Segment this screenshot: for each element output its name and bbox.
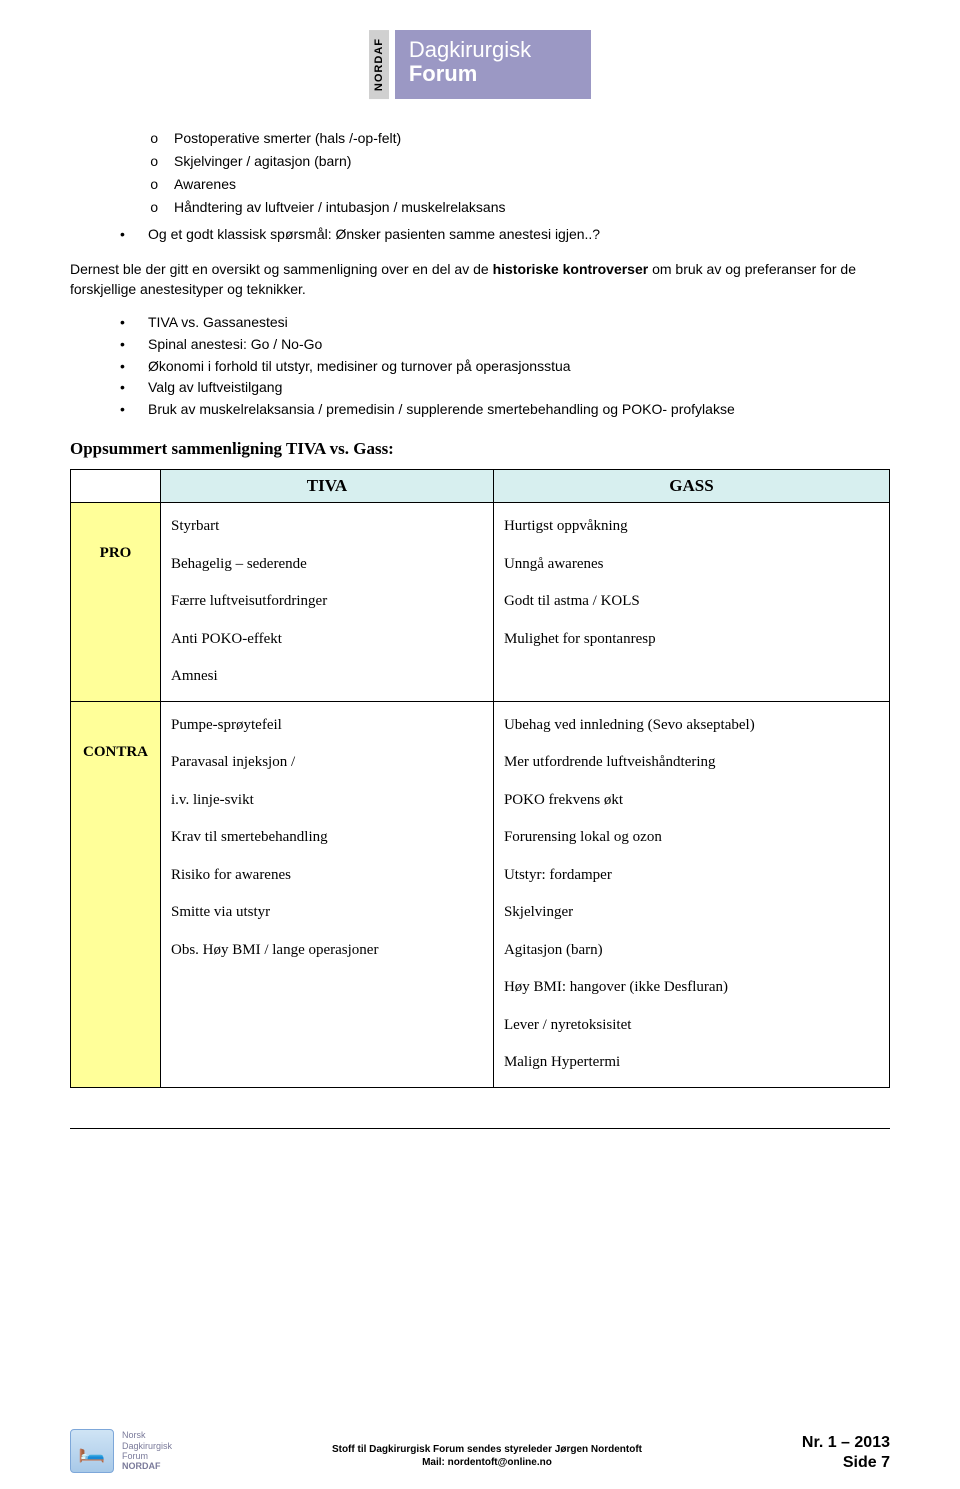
cell-text: Anti POKO-effekt [171, 630, 483, 650]
cell-text: i.v. linje-svikt [171, 791, 483, 811]
footer-page: Side 7 [802, 1453, 890, 1473]
list-item: Valg av luftveistilgang [120, 378, 890, 398]
table-corner [71, 470, 161, 503]
cell-text: Risiko for awarenes [171, 866, 483, 886]
cell-text: Smitte via utstyr [171, 903, 483, 923]
comparison-table: TIVA GASS PRO Styrbart Behagelig – seder… [70, 469, 890, 1088]
para-bold: historiske kontroverser [493, 261, 649, 277]
col-header-tiva: TIVA [161, 470, 494, 503]
cell-contra-tiva: Pumpe-sprøytefeil Paravasal injeksjon / … [161, 701, 494, 1087]
cell-text: Godt til astma / KOLS [504, 592, 879, 612]
list-item: Økonomi i forhold til utstyr, medisiner … [120, 357, 890, 377]
cell-text: Skjelvinger [504, 903, 879, 923]
cell-text: Behagelig – sederende [171, 555, 483, 575]
logo-line1: Dagkirurgisk [409, 38, 531, 62]
cell-contra-gass: Ubehag ved innledning (Sevo akseptabel) … [493, 701, 889, 1087]
cell-text: Ubehag ved innledning (Sevo akseptabel) [504, 716, 879, 736]
cell-text: Agitasjon (barn) [504, 941, 879, 961]
list-item: Håndtering av luftveier / intubasjon / m… [150, 198, 890, 219]
cell-pro-gass: Hurtigst oppvåkning Unngå awarenes Godt … [493, 503, 889, 702]
list-item: Og et godt klassisk spørsmål: Ønsker pas… [120, 225, 890, 245]
cell-text: Pumpe-sprøytefeil [171, 716, 483, 736]
cell-text: Styrbart [171, 517, 483, 537]
list-item: TIVA vs. Gassanestesi [120, 313, 890, 333]
footer-center: Stoff til Dagkirurgisk Forum sendes styr… [172, 1443, 802, 1473]
cell-text: Mulighet for spontanresp [504, 630, 879, 650]
footer-left: 🛏️ Norsk Dagkirurgisk Forum NORDAF [70, 1429, 172, 1473]
logo-main: Dagkirurgisk Forum [395, 30, 591, 99]
header-logo: NORDAF Dagkirurgisk Forum [70, 30, 890, 99]
cell-pro-tiva: Styrbart Behagelig – sederende Færre luf… [161, 503, 494, 702]
list-item: Awarenes [150, 175, 890, 196]
footer-small-4: NORDAF [122, 1461, 172, 1471]
list-item: Skjelvinger / agitasjon (barn) [150, 152, 890, 173]
footer-issue: Nr. 1 – 2013 [802, 1433, 890, 1453]
sub-bullet-list: Postoperative smerter (hals /-op-felt) S… [70, 129, 890, 219]
cell-text: Lever / nyretoksisitet [504, 1016, 879, 1036]
cell-text: Krav til smertebehandling [171, 828, 483, 848]
paragraph-controversies: Dernest ble der gitt en oversikt og samm… [70, 260, 890, 299]
footer-center-2: Mail: nordentoft@online.no [182, 1456, 792, 1469]
col-header-gass: GASS [493, 470, 889, 503]
footer-logo-icon: 🛏️ [70, 1429, 114, 1473]
footer-small-1: Norsk [122, 1430, 172, 1440]
footer-small-3: Forum [122, 1451, 172, 1461]
row-label-pro: PRO [71, 503, 161, 702]
cell-text: Mer utfordrende luftveishåndtering [504, 753, 879, 773]
row-label-contra: CONTRA [71, 701, 161, 1087]
cell-text: Malign Hypertermi [504, 1053, 879, 1073]
cell-text: Hurtigst oppvåkning [504, 517, 879, 537]
footer-divider [70, 1128, 890, 1129]
footer-right: Nr. 1 – 2013 Side 7 [802, 1433, 890, 1473]
cell-text: POKO frekvens økt [504, 791, 879, 811]
cell-text: Unngå awarenes [504, 555, 879, 575]
bullet-list-1: Og et godt klassisk spørsmål: Ønsker pas… [70, 225, 890, 245]
list-item: Postoperative smerter (hals /-op-felt) [150, 129, 890, 150]
para-pre: Dernest ble der gitt en oversikt og samm… [70, 261, 493, 277]
footer-small-2: Dagkirurgisk [122, 1441, 172, 1451]
logo-line2: Forum [409, 62, 531, 86]
cell-text: Forurensing lokal og ozon [504, 828, 879, 848]
comparison-heading: Oppsummert sammenligning TIVA vs. Gass: [70, 439, 890, 459]
logo-nordaf-text: NORDAF [369, 30, 389, 99]
cell-text: Færre luftveisutfordringer [171, 592, 483, 612]
page-footer: 🛏️ Norsk Dagkirurgisk Forum NORDAF Stoff… [70, 1429, 890, 1473]
cell-text: Obs. Høy BMI / lange operasjoner [171, 941, 483, 961]
footer-org-text: Norsk Dagkirurgisk Forum NORDAF [122, 1430, 172, 1471]
cell-text: Høy BMI: hangover (ikke Desfluran) [504, 978, 879, 998]
cell-text: Paravasal injeksjon / [171, 753, 483, 773]
list-item: Bruk av muskelrelaksansia / premedisin /… [120, 400, 890, 420]
cell-text: Amnesi [171, 667, 483, 687]
bullet-list-2: TIVA vs. Gassanestesi Spinal anestesi: G… [70, 313, 890, 419]
cell-text: Utstyr: fordamper [504, 866, 879, 886]
list-item: Spinal anestesi: Go / No-Go [120, 335, 890, 355]
footer-center-1: Stoff til Dagkirurgisk Forum sendes styr… [182, 1443, 792, 1456]
